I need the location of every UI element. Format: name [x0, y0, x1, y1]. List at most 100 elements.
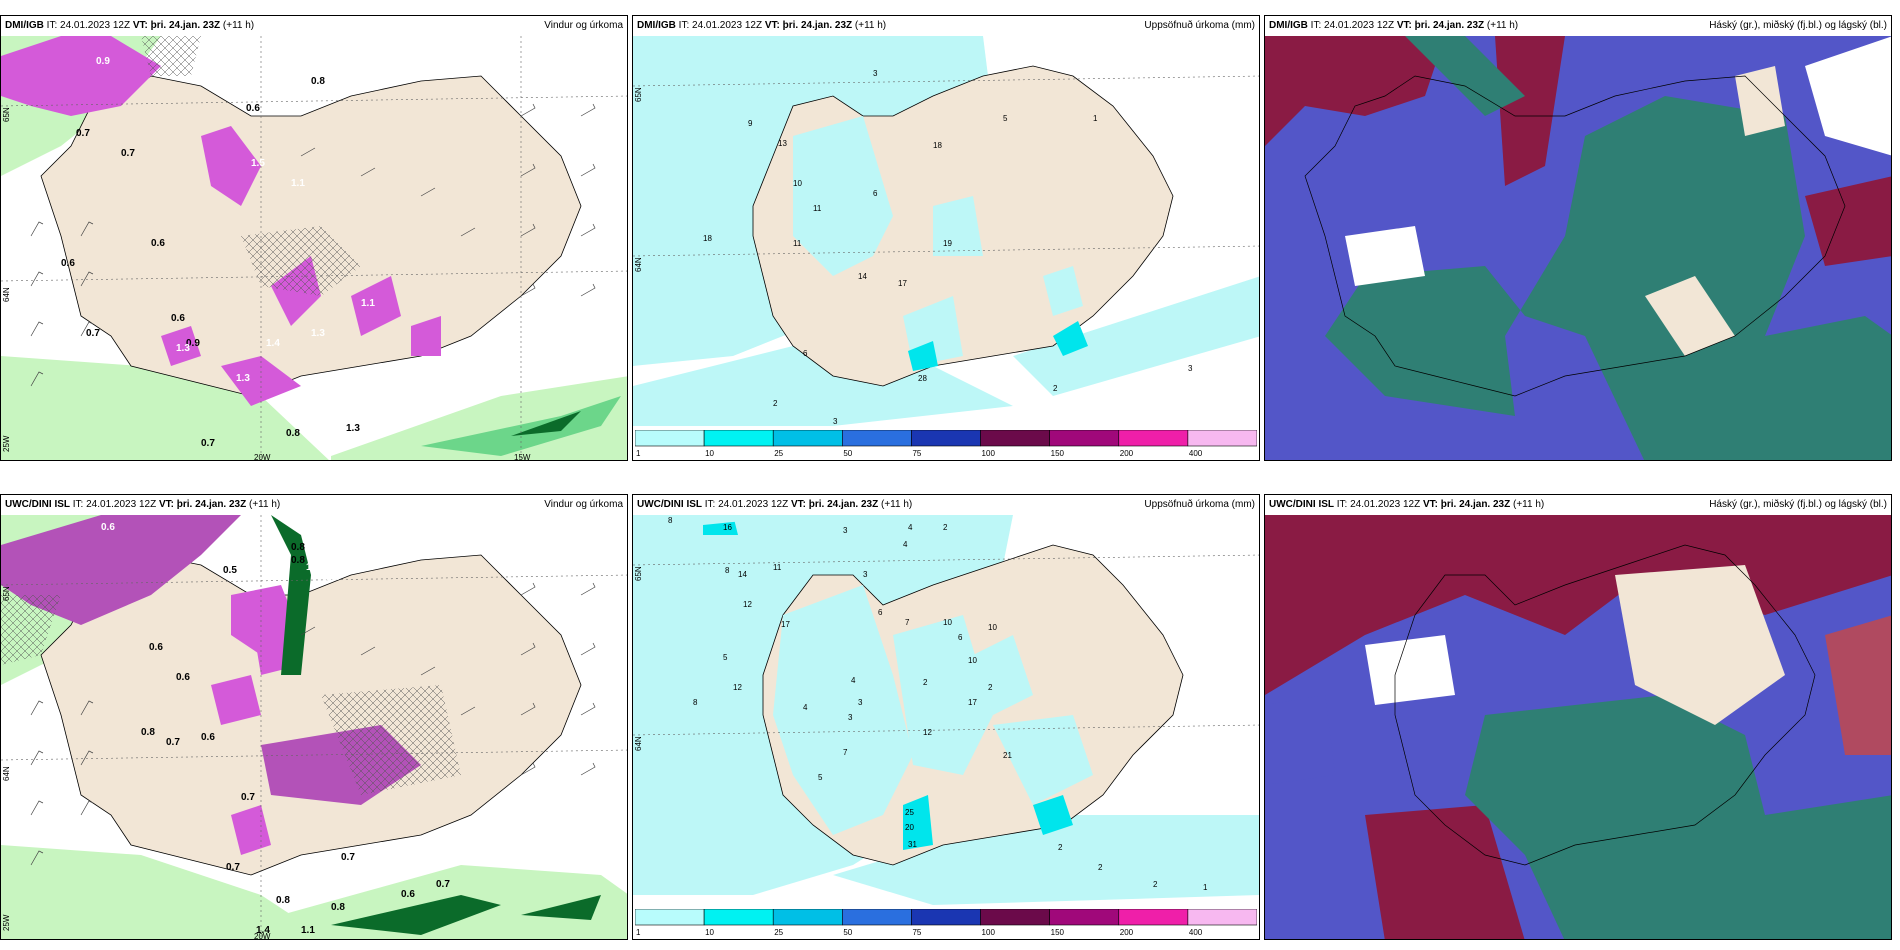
value-label: 0.6	[101, 522, 115, 533]
value-label: 18	[933, 141, 942, 150]
value-label: 2	[988, 683, 993, 692]
value-label: 2	[943, 523, 948, 532]
field-title: Vindur og úrkoma	[544, 499, 623, 510]
value-label: 8	[693, 698, 698, 707]
value-label: 5	[1003, 114, 1008, 123]
value-label: 0.7	[76, 128, 90, 139]
value-label: 20	[905, 823, 914, 832]
axis-labels: 65N 64N	[634, 87, 643, 272]
colorbar-tick-label: 50	[843, 928, 852, 937]
map-canvas	[1265, 36, 1891, 460]
value-label: 12	[743, 600, 752, 609]
valid-time: VT: þri. 24.jan. 23Z	[132, 20, 221, 31]
value-label: 7	[843, 748, 848, 757]
value-label: 1.1	[291, 178, 305, 189]
model-source: UWC/DINI ISL	[5, 499, 70, 510]
value-label: 10	[943, 618, 952, 627]
value-labels: 0.6 0.8 0.8 0.5 1.2 1.3 0.6 0.6 0.8 0.7 …	[101, 522, 450, 936]
colorbar-swatch	[842, 909, 912, 926]
valid-time: VT: þri. 24.jan. 23Z	[1396, 20, 1485, 31]
map-panel-clouds-dmi: DMI/IGB IT: 24.01.2023 12Z VT: þri. 24.j…	[1264, 15, 1892, 461]
field-title: Háský (gr.), miðský (fj.bl.) og lágský (…	[1709, 499, 1887, 510]
precip-colorbar: 1 10 25 50 75 100 150 200 400	[635, 909, 1257, 937]
value-label: 9	[748, 119, 753, 128]
value-label: 12	[733, 683, 742, 692]
colorbar-tick-label: 25	[774, 449, 783, 458]
map-panel-wind-precip-uwc: UWC/DINI ISL IT: 24.01.2023 12Z VT: þri.…	[0, 494, 628, 940]
colorbar-tick-label: 1	[636, 928, 641, 937]
lat-label: 65N	[634, 87, 643, 102]
init-time: IT: 24.01.2023 12Z	[72, 499, 157, 510]
lon-label: 20W	[254, 453, 271, 461]
init-time: IT: 24.01.2023 12Z	[704, 499, 789, 510]
colorbar-tick-label: 75	[912, 449, 921, 458]
value-label: 10	[988, 623, 997, 632]
value-label: 0.6	[246, 103, 260, 114]
lat-label: 64N	[2, 287, 11, 302]
value-label: 6	[878, 608, 883, 617]
colorbar-tick-label: 400	[1189, 449, 1203, 458]
value-label: 0.7	[86, 328, 100, 339]
colorbar-tick-label: 200	[1120, 449, 1134, 458]
colorbar-tick-label: 100	[982, 928, 996, 937]
value-label: 13	[778, 139, 787, 148]
value-label: 1.4	[266, 338, 280, 349]
colorbar-tick-label: 50	[843, 449, 852, 458]
value-label: 0.8	[276, 895, 290, 906]
model-source: UWC/DINI ISL	[637, 499, 702, 510]
value-label: 8	[725, 566, 730, 575]
colorbar-tick-label: 200	[1120, 928, 1134, 937]
value-label: 2	[1058, 843, 1063, 852]
lat-label: 25W	[2, 914, 11, 931]
field-title: Háský (gr.), miðský (fj.bl.) og lágský (…	[1709, 20, 1887, 31]
value-label: 4	[903, 540, 908, 549]
value-label: 1.3	[326, 572, 340, 583]
lead-time: (+11 h)	[249, 499, 281, 510]
value-label: 19	[943, 239, 952, 248]
colorbar-swatch	[1049, 909, 1120, 926]
value-label: 1.5	[251, 158, 265, 169]
value-label: 5	[818, 773, 823, 782]
lat-label: 25W	[2, 435, 11, 452]
value-label: 1	[1093, 114, 1098, 123]
value-label: 0.7	[121, 148, 135, 159]
value-label: 28	[918, 374, 927, 383]
map-canvas: 0.9 0.8 0.6 0.7 0.6 0.6 0.7 0.6 0.9 0.7 …	[1, 36, 627, 461]
value-label: 0.7	[201, 438, 215, 449]
colorbar-swatch	[703, 909, 774, 926]
init-time: IT: 24.01.2023 12Z	[1310, 20, 1395, 31]
value-label: 21	[1003, 751, 1012, 760]
value-label: 2	[923, 678, 928, 687]
value-label: 16	[723, 523, 732, 532]
model-source: UWC/DINI ISL	[1269, 499, 1334, 510]
value-labels: 3 9 13 5 18 1 6 10 11 18 11 17 19 14 6 2…	[703, 69, 1193, 426]
value-label: 0.6	[401, 889, 415, 900]
value-label: 3	[843, 526, 848, 535]
value-label: 18	[703, 234, 712, 243]
value-label: 0.5	[223, 565, 237, 576]
valid-time: VT: þri. 24.jan. 23Z	[764, 20, 853, 31]
colorbar-swatch	[772, 430, 843, 447]
precip-colorbar: 1 10 25 50 75 100 150 200 400	[635, 430, 1257, 458]
value-label: 10	[968, 656, 977, 665]
colorbar-swatch	[980, 909, 1050, 926]
value-label: 10	[793, 179, 802, 188]
map-canvas: 3 9 13 5 18 1 6 10 11 18 11 17 19 14 6 2…	[633, 36, 1259, 460]
colorbar-tick-label: 100	[982, 449, 996, 458]
lat-label: 64N	[634, 257, 643, 272]
value-label: 1.3	[176, 343, 190, 354]
lat-label: 65N	[2, 107, 11, 122]
colorbar-swatch	[1187, 430, 1257, 447]
lat-label: 64N	[2, 766, 11, 781]
colorbar-tick-label: 150	[1051, 928, 1065, 937]
value-label: 1.2	[306, 562, 320, 573]
colorbar-swatch	[980, 430, 1050, 447]
value-label: 3	[863, 570, 868, 579]
lead-time: (+11 h)	[1513, 499, 1545, 510]
value-label: 4	[803, 703, 808, 712]
value-label: 0.9	[96, 56, 110, 67]
model-source: DMI/IGB	[637, 20, 676, 31]
value-label: 4	[908, 523, 913, 532]
panel-header: DMI/IGB IT: 24.01.2023 12Z VT: þri. 24.j…	[633, 16, 1259, 36]
map-panel-clouds-uwc: UWC/DINI ISL IT: 24.01.2023 12Z VT: þri.…	[1264, 494, 1892, 940]
